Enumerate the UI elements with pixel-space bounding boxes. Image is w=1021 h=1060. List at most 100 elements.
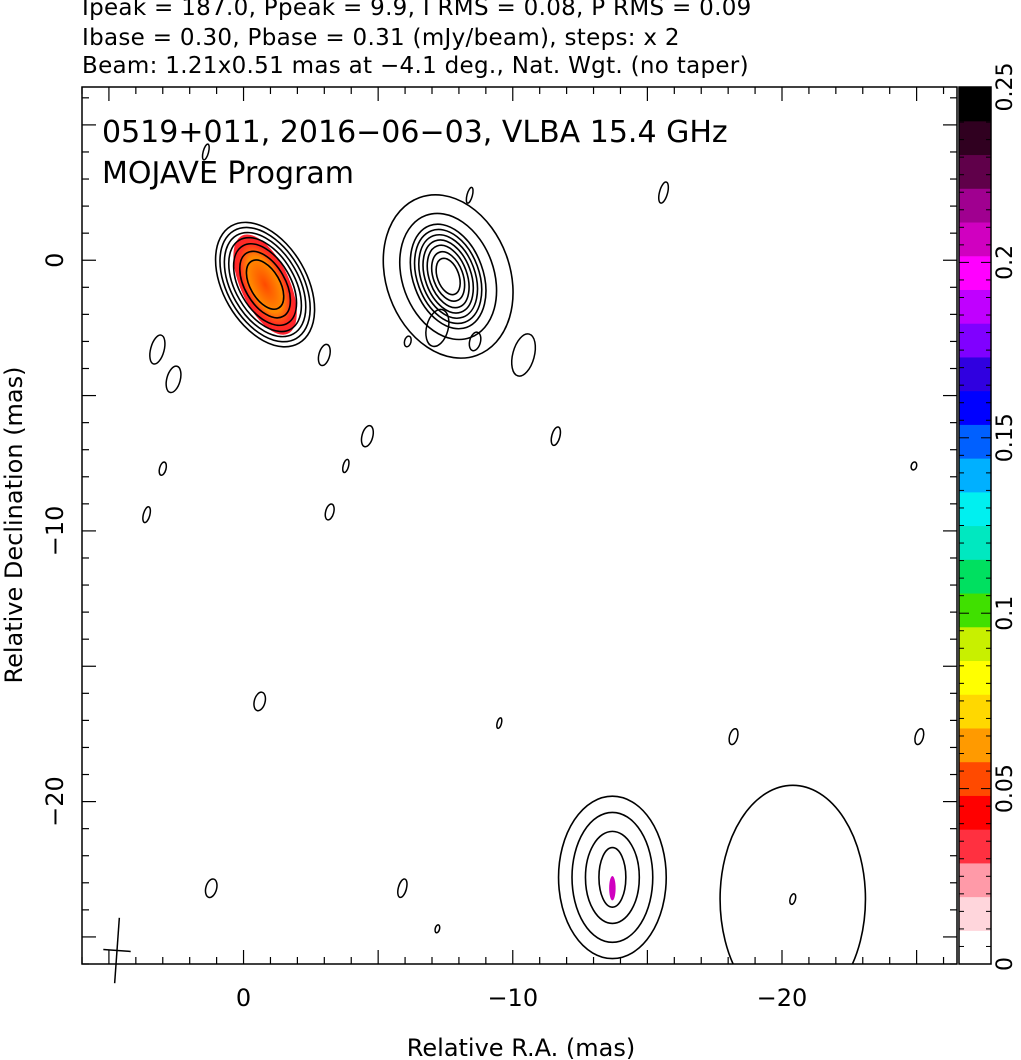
colorbar-tick-label: 0.15 xyxy=(993,413,1018,462)
y-tick-label: −20 xyxy=(41,776,69,827)
colorbar-swatch xyxy=(959,829,991,864)
x-axis-label: Relative R.A. (mas) xyxy=(407,1034,635,1060)
jet-knot-contour-3 xyxy=(422,239,475,314)
y-tick-label: −10 xyxy=(41,506,69,557)
noise-contour-6 xyxy=(142,506,152,524)
noise-contour-23 xyxy=(434,924,441,934)
core-contour-2 xyxy=(232,243,298,327)
colorbar-tick-label: 0.25 xyxy=(993,63,1018,112)
jet-knot-contour-4 xyxy=(418,233,479,320)
y-axis-label: Relative Declination (mas) xyxy=(0,366,28,683)
jet-knot-contour-1 xyxy=(430,250,466,302)
colorbar-swatch xyxy=(959,626,991,662)
colorbar-swatch xyxy=(959,424,991,459)
colorbar-swatch xyxy=(959,592,991,628)
jet-knot-contour-0 xyxy=(435,257,461,296)
axis-labels: 0 −10 −20 0 −10 −20 xyxy=(41,253,807,1012)
colorbar-swatch xyxy=(959,795,991,830)
colorbar-swatch xyxy=(959,390,991,425)
colorbar-swatch xyxy=(959,525,991,560)
south-blob-1-contour-2 xyxy=(571,811,654,944)
noise-contour-13 xyxy=(465,186,474,204)
core-contour-5 xyxy=(219,226,311,343)
colorbar-swatch xyxy=(959,255,991,290)
polarization-patch-0 xyxy=(233,234,297,335)
colorbar: 0 0.05 0.1 0.15 0.2 0.25 xyxy=(958,63,1018,971)
noise-contour-9 xyxy=(468,331,482,352)
south-blob-1-contour-3 xyxy=(557,795,668,960)
jet-knot-contour-5 xyxy=(413,228,483,325)
beam-marker xyxy=(103,917,131,984)
noise-contour-18 xyxy=(914,727,925,746)
colorbar-swatch xyxy=(959,458,991,493)
noise-contour-15 xyxy=(201,143,210,161)
south-blob-1-contour-0 xyxy=(598,846,627,908)
noise-contour-11 xyxy=(550,426,562,447)
plot-title-line-1: 0519+011, 2016−06−03, VLBA 15.4 GHz xyxy=(102,115,728,150)
colorbar-swatch xyxy=(959,323,991,358)
plot-title-line-2: MOJAVE Program xyxy=(102,156,354,191)
colorbar-swatch xyxy=(959,188,991,223)
noise-contour-12 xyxy=(657,181,670,204)
colorbar-swatch xyxy=(959,120,991,156)
colorbar-swatch xyxy=(959,761,991,796)
noise-contour-21 xyxy=(204,878,218,899)
noise-contour-19 xyxy=(253,691,267,712)
noise-contour-3 xyxy=(360,424,375,448)
polarization-layer xyxy=(233,234,616,901)
colorbar-tick-label: 0 xyxy=(993,957,1018,971)
noise-contour-2 xyxy=(317,343,331,367)
core-contour-3 xyxy=(227,236,303,333)
header-line-2: Ibase = 0.30, Pbase = 0.31 (mJy/beam), s… xyxy=(82,25,680,51)
colorbar-swatch xyxy=(959,356,991,392)
noise-contour-7 xyxy=(158,461,168,476)
noise-contour-1 xyxy=(165,365,182,394)
noise-contours xyxy=(142,143,925,934)
noise-contour-20 xyxy=(496,717,503,730)
noise-contour-14 xyxy=(403,335,412,348)
colorbar-tick-label: 0.1 xyxy=(993,596,1018,631)
colorbar-swatch xyxy=(959,491,991,527)
x-tick-label: −20 xyxy=(757,984,808,1012)
header-line-1: Ipeak = 187.0, Ppeak = 9.9, I RMS = 0.08… xyxy=(82,0,752,21)
noise-contour-22 xyxy=(397,878,408,899)
x-tick-label: −10 xyxy=(487,984,538,1012)
colorbar-swatch xyxy=(959,930,991,965)
x-tick-label: 0 xyxy=(236,984,251,1012)
noise-contour-4 xyxy=(324,503,335,521)
colorbar-swatch xyxy=(959,87,991,122)
colorbar-tick-label: 0.05 xyxy=(993,764,1018,813)
colorbar-swatch xyxy=(959,559,991,594)
beam-minor-axis xyxy=(103,948,131,953)
colorbar-swatch xyxy=(959,727,991,763)
colorbar-swatch xyxy=(959,154,991,189)
colorbar-tick-label: 0.2 xyxy=(993,245,1018,280)
jet-knot-contour-8 xyxy=(382,194,514,359)
header-line-3: Beam: 1.21x0.51 mas at −4.1 deg., Nat. W… xyxy=(82,53,749,79)
core-contour-1 xyxy=(238,250,292,319)
noise-contour-10 xyxy=(510,333,537,377)
core-contour-6 xyxy=(214,221,316,348)
noise-contour-5 xyxy=(341,458,350,474)
noise-contour-17 xyxy=(728,727,739,746)
colorbar-swatch xyxy=(959,289,991,324)
contour-layer xyxy=(214,194,867,964)
colorbar-swatch xyxy=(959,862,991,898)
noise-contour-0 xyxy=(149,334,166,365)
noise-contour-8 xyxy=(425,308,450,348)
colorbar-swatch xyxy=(959,694,991,729)
y-tick-label: 0 xyxy=(41,253,69,268)
colorbar-swatch xyxy=(959,660,991,695)
core-contour-0 xyxy=(245,259,285,310)
noise-contour-24 xyxy=(789,893,797,906)
south-blob-2-contour-0 xyxy=(719,784,867,964)
jet-knot-contour-6 xyxy=(409,223,487,330)
axis-ticks xyxy=(81,87,957,965)
plot-frame xyxy=(81,86,958,965)
polarization-patch-1 xyxy=(609,876,616,901)
jet-knot-contour-2 xyxy=(426,244,470,309)
core-contour-4 xyxy=(223,231,307,338)
noise-contour-16 xyxy=(910,461,918,471)
colorbar-swatch xyxy=(959,896,991,931)
